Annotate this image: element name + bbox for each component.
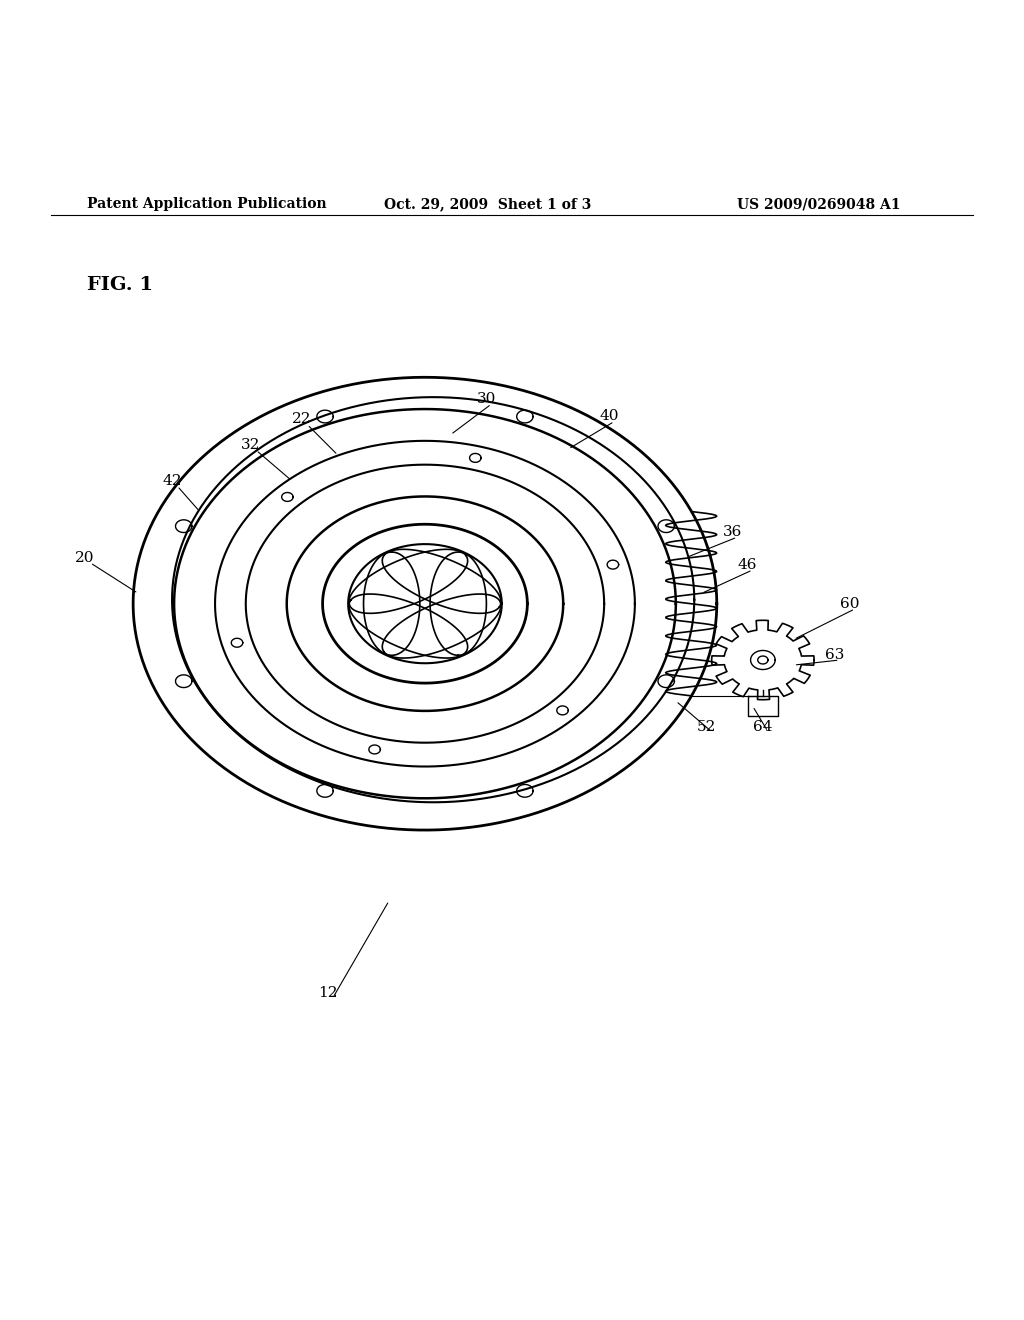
Text: 46: 46 [737, 558, 758, 572]
Text: 60: 60 [840, 597, 860, 611]
Text: 12: 12 [317, 986, 338, 999]
Text: 63: 63 [825, 648, 844, 661]
Text: 64: 64 [753, 719, 773, 734]
Text: 40: 40 [599, 409, 620, 424]
Text: 20: 20 [75, 550, 95, 565]
Text: 32: 32 [242, 438, 260, 451]
Text: 52: 52 [697, 719, 716, 734]
Text: US 2009/0269048 A1: US 2009/0269048 A1 [737, 197, 901, 211]
Text: FIG. 1: FIG. 1 [87, 276, 154, 294]
Text: Patent Application Publication: Patent Application Publication [87, 197, 327, 211]
Text: Oct. 29, 2009  Sheet 1 of 3: Oct. 29, 2009 Sheet 1 of 3 [384, 197, 592, 211]
Text: 22: 22 [292, 412, 312, 426]
Text: 42: 42 [162, 474, 182, 488]
Text: 30: 30 [477, 392, 496, 405]
Text: 36: 36 [723, 525, 741, 539]
